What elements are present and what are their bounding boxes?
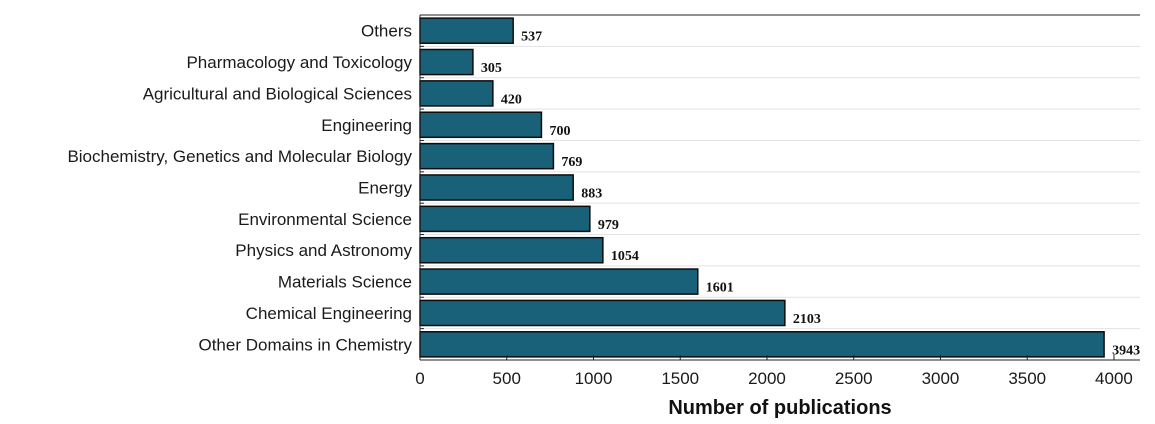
category-label: Environmental Science bbox=[238, 210, 412, 229]
x-axis-title: Number of publications bbox=[668, 397, 891, 419]
value-label: 979 bbox=[598, 218, 619, 233]
value-label: 1601 bbox=[706, 281, 734, 296]
category-label: Other Domains in Chemistry bbox=[198, 335, 412, 354]
category-label: Pharmacology and Toxicology bbox=[186, 53, 412, 72]
value-label: 769 bbox=[561, 155, 582, 170]
bar bbox=[419, 174, 574, 201]
category-label: Chemical Engineering bbox=[246, 304, 412, 323]
value-label: 700 bbox=[549, 124, 570, 139]
category-label: Engineering bbox=[321, 116, 412, 135]
bar bbox=[419, 205, 591, 233]
x-tick-label: 1000 bbox=[575, 369, 613, 388]
category-label: Agricultural and Biological Sciences bbox=[143, 84, 412, 103]
value-label: 2103 bbox=[793, 312, 821, 327]
axes bbox=[419, 14, 1140, 361]
x-tick-label: 2000 bbox=[748, 369, 786, 388]
x-tick-label: 4000 bbox=[1095, 369, 1133, 388]
bar bbox=[419, 236, 604, 264]
bar bbox=[419, 142, 555, 170]
x-tick-label: 3500 bbox=[1008, 369, 1046, 388]
category-label: Materials Science bbox=[278, 273, 412, 292]
category-label: Biochemistry, Genetics and Molecular Bio… bbox=[67, 147, 412, 166]
value-label: 420 bbox=[501, 92, 522, 107]
value-label: 305 bbox=[481, 61, 502, 76]
category-label: Others bbox=[361, 22, 412, 41]
bars bbox=[419, 17, 1105, 358]
value-label: 3943 bbox=[1112, 343, 1140, 358]
value-label: 883 bbox=[581, 187, 602, 202]
bar bbox=[419, 268, 699, 295]
x-tick-label: 3000 bbox=[922, 369, 960, 388]
x-tick-label: 2500 bbox=[835, 369, 873, 388]
bar bbox=[419, 299, 786, 327]
labels: Others 537 Pharmacology and Toxicology 305 A… bbox=[67, 22, 1140, 388]
bar bbox=[419, 17, 514, 44]
value-label: 1054 bbox=[611, 249, 639, 264]
category-label: Energy bbox=[358, 179, 412, 198]
x-tick-label: 0 bbox=[415, 369, 424, 388]
x-tick-label: 1500 bbox=[661, 369, 699, 388]
bar bbox=[419, 80, 494, 107]
category-label: Physics and Astronomy bbox=[235, 241, 412, 260]
bar bbox=[419, 331, 1105, 358]
x-tick-label: 500 bbox=[493, 369, 521, 388]
value-label: 537 bbox=[521, 30, 542, 45]
bar bbox=[419, 111, 543, 139]
grid-lines bbox=[420, 45, 1140, 330]
bar bbox=[419, 48, 474, 76]
